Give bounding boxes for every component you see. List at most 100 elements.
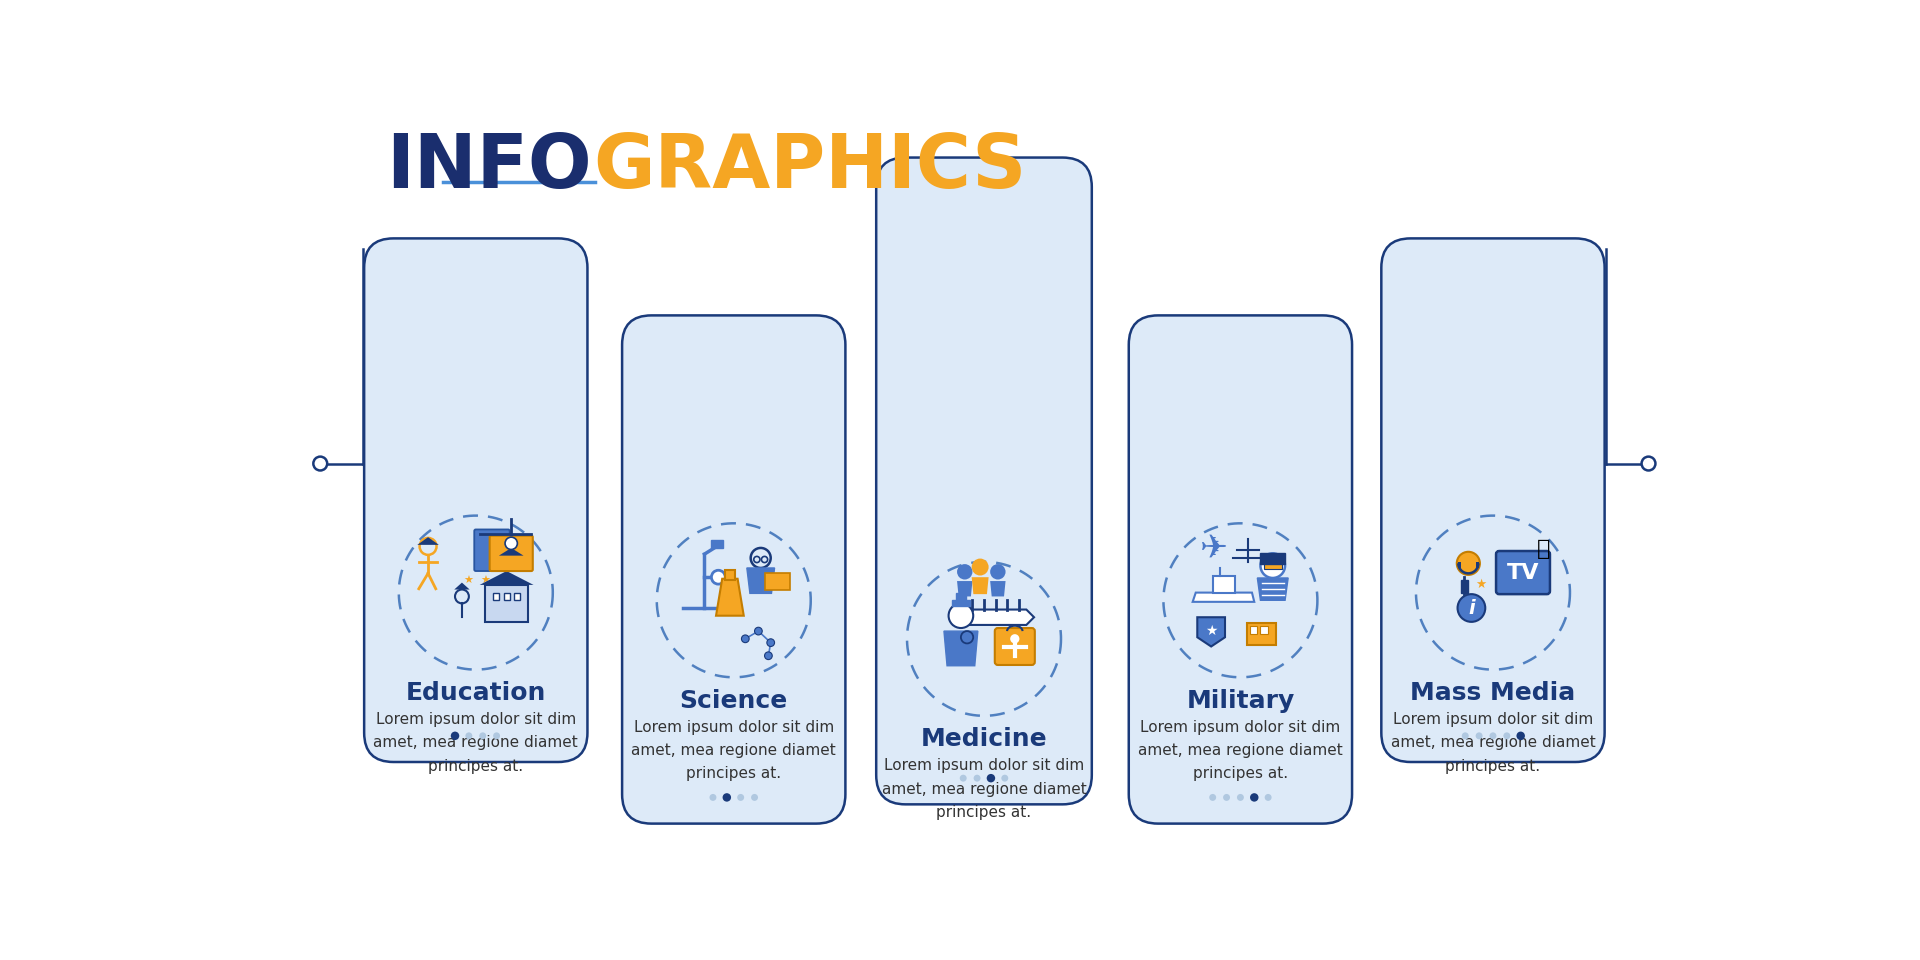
Polygon shape bbox=[1192, 592, 1254, 602]
Polygon shape bbox=[480, 571, 534, 585]
Circle shape bbox=[948, 604, 973, 628]
Bar bbox=[1246, 623, 1275, 645]
Text: ★: ★ bbox=[1206, 624, 1217, 638]
Circle shape bbox=[755, 627, 762, 635]
FancyBboxPatch shape bbox=[1129, 316, 1352, 824]
Polygon shape bbox=[1258, 578, 1288, 600]
Circle shape bbox=[1642, 457, 1655, 470]
FancyBboxPatch shape bbox=[486, 585, 528, 622]
Bar bbox=[1260, 627, 1267, 635]
Text: Military: Military bbox=[1187, 689, 1294, 713]
Circle shape bbox=[991, 564, 1006, 580]
Polygon shape bbox=[747, 568, 774, 593]
Bar bbox=[503, 592, 509, 600]
FancyBboxPatch shape bbox=[1380, 238, 1605, 762]
Bar bbox=[952, 600, 970, 607]
Circle shape bbox=[1236, 794, 1244, 801]
Text: Medicine: Medicine bbox=[922, 728, 1046, 752]
Circle shape bbox=[1490, 732, 1496, 739]
Circle shape bbox=[1260, 553, 1284, 578]
Text: TV: TV bbox=[1507, 563, 1540, 583]
Circle shape bbox=[465, 732, 472, 739]
FancyBboxPatch shape bbox=[490, 536, 532, 571]
Text: Lorem ipsum dolor sit dim
amet, mea regione diamet
principes at.: Lorem ipsum dolor sit dim amet, mea regi… bbox=[372, 712, 578, 774]
Circle shape bbox=[766, 638, 774, 646]
Text: Lorem ipsum dolor sit dim
amet, mea regione diamet
principes at.: Lorem ipsum dolor sit dim amet, mea regi… bbox=[1139, 720, 1342, 781]
Text: ★: ★ bbox=[1475, 578, 1486, 591]
Circle shape bbox=[313, 457, 326, 470]
Circle shape bbox=[451, 732, 459, 740]
Polygon shape bbox=[499, 548, 524, 556]
Circle shape bbox=[1457, 552, 1480, 575]
Text: ★: ★ bbox=[497, 576, 507, 586]
Bar bbox=[493, 592, 499, 600]
Circle shape bbox=[1476, 732, 1482, 739]
Text: ✈: ✈ bbox=[1200, 532, 1227, 564]
Bar bbox=[515, 592, 520, 600]
Text: Lorem ipsum dolor sit dim
amet, mea regione diamet
principes at.: Lorem ipsum dolor sit dim amet, mea regi… bbox=[632, 720, 835, 781]
Text: Mass Media: Mass Media bbox=[1411, 682, 1576, 706]
Circle shape bbox=[737, 794, 745, 801]
Bar bbox=[726, 569, 735, 580]
Bar bbox=[710, 540, 724, 548]
Bar bbox=[1260, 553, 1284, 564]
Bar bbox=[1461, 580, 1469, 592]
Polygon shape bbox=[417, 538, 440, 545]
Circle shape bbox=[480, 732, 486, 739]
FancyBboxPatch shape bbox=[1496, 551, 1549, 594]
Text: ★: ★ bbox=[480, 576, 490, 586]
Bar bbox=[956, 592, 966, 604]
Circle shape bbox=[1002, 775, 1008, 781]
Bar bbox=[1263, 563, 1283, 568]
Circle shape bbox=[1457, 594, 1486, 622]
Circle shape bbox=[1503, 732, 1511, 739]
Text: Science: Science bbox=[680, 689, 787, 713]
Text: GRAPHICS: GRAPHICS bbox=[593, 132, 1025, 204]
Circle shape bbox=[987, 774, 995, 782]
Circle shape bbox=[505, 538, 516, 549]
Polygon shape bbox=[1198, 617, 1225, 646]
Polygon shape bbox=[945, 631, 977, 665]
Text: i: i bbox=[1469, 598, 1475, 617]
FancyBboxPatch shape bbox=[876, 157, 1092, 804]
Polygon shape bbox=[991, 581, 1006, 596]
FancyBboxPatch shape bbox=[766, 573, 789, 590]
Circle shape bbox=[751, 794, 758, 801]
Circle shape bbox=[1517, 732, 1524, 740]
FancyBboxPatch shape bbox=[474, 530, 509, 571]
Polygon shape bbox=[455, 583, 470, 589]
Circle shape bbox=[1250, 793, 1258, 802]
Circle shape bbox=[712, 570, 726, 584]
Circle shape bbox=[493, 732, 499, 739]
Circle shape bbox=[1265, 794, 1271, 801]
FancyBboxPatch shape bbox=[622, 316, 845, 824]
Text: Lorem ipsum dolor sit dim
amet, mea regione diamet
principes at.: Lorem ipsum dolor sit dim amet, mea regi… bbox=[1390, 712, 1596, 774]
Text: Education: Education bbox=[405, 682, 545, 706]
Bar bbox=[1213, 576, 1235, 592]
Circle shape bbox=[741, 635, 749, 642]
Circle shape bbox=[1461, 732, 1469, 739]
Polygon shape bbox=[972, 577, 989, 594]
Polygon shape bbox=[952, 610, 1035, 625]
Circle shape bbox=[722, 793, 732, 802]
Circle shape bbox=[960, 775, 966, 781]
Polygon shape bbox=[956, 581, 972, 596]
Circle shape bbox=[1210, 794, 1215, 801]
Circle shape bbox=[972, 559, 989, 575]
Text: Lorem ipsum dolor sit dim
amet, mea regione diamet
principes at.: Lorem ipsum dolor sit dim amet, mea regi… bbox=[881, 758, 1087, 820]
FancyBboxPatch shape bbox=[365, 238, 588, 762]
Text: 📢: 📢 bbox=[1538, 540, 1551, 560]
Bar bbox=[1250, 627, 1258, 635]
Circle shape bbox=[956, 564, 972, 580]
Circle shape bbox=[1223, 794, 1231, 801]
Circle shape bbox=[973, 775, 981, 781]
FancyBboxPatch shape bbox=[995, 628, 1035, 665]
Bar bbox=[1457, 562, 1461, 568]
Text: ★: ★ bbox=[463, 576, 472, 586]
Polygon shape bbox=[716, 579, 743, 615]
Circle shape bbox=[764, 652, 772, 660]
Bar bbox=[1476, 562, 1478, 568]
Circle shape bbox=[1010, 635, 1020, 643]
Circle shape bbox=[710, 794, 716, 801]
Text: INFO: INFO bbox=[386, 132, 591, 204]
